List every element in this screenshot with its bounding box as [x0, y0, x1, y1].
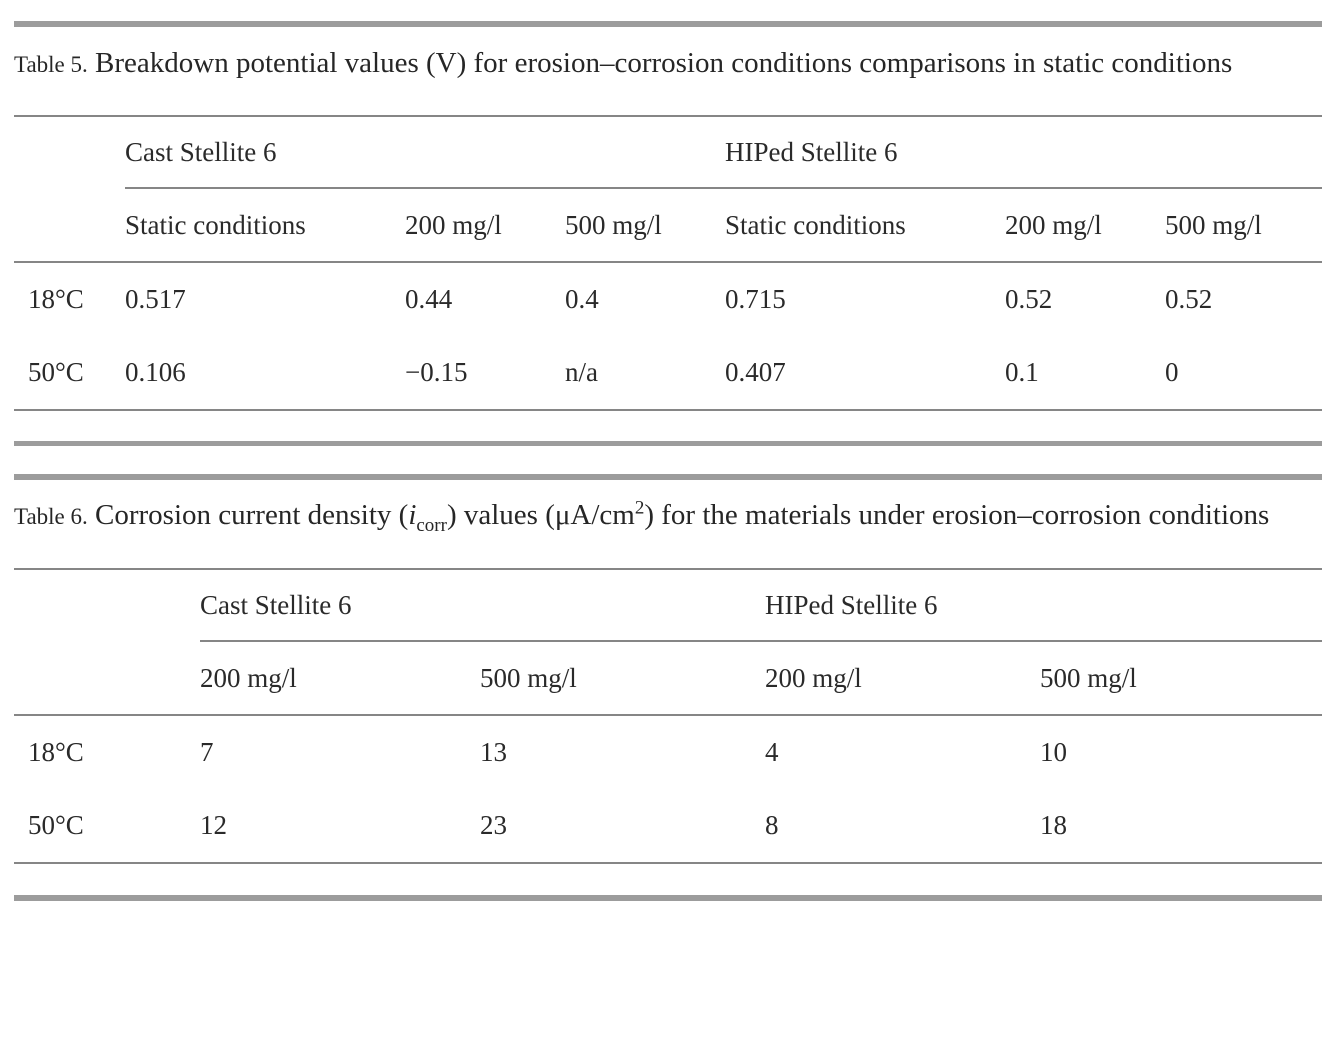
- row-label: 18°C: [28, 284, 84, 314]
- cell: 0.517: [125, 284, 186, 314]
- cell: 23: [480, 810, 507, 840]
- table6-caption: Table 6. Corrosion current density (icor…: [14, 490, 1322, 542]
- cell: 0: [1165, 357, 1179, 387]
- table5-col-header: 500 mg/l: [565, 188, 725, 263]
- cell: n/a: [565, 357, 598, 387]
- table6-group-header-hiped: HIPed Stellite 6: [765, 569, 1323, 642]
- table5-column-header-row: Static conditions 200 mg/l 500 mg/l Stat…: [14, 188, 1323, 263]
- empty-cell: [14, 116, 125, 188]
- table6-col-header: 200 mg/l: [200, 641, 480, 716]
- table6-caption-text: Corrosion current density (icorr) values…: [95, 497, 1270, 536]
- table6-col-header: 500 mg/l: [1040, 641, 1323, 716]
- table5-group-header-cast: Cast Stellite 6: [125, 116, 725, 189]
- cell: 13: [480, 737, 507, 767]
- table6: Cast Stellite 6 HIPed Stellite 6 200 mg/…: [14, 568, 1323, 864]
- table5-caption: Table 5. Breakdown potential values (V) …: [14, 38, 1322, 90]
- cell: 4: [765, 737, 779, 767]
- cell: 0.407: [725, 357, 786, 387]
- table5-col-header: 200 mg/l: [405, 188, 565, 263]
- table5-group-header-row: Cast Stellite 6 HIPed Stellite 6: [14, 116, 1323, 189]
- cell: 10: [1040, 737, 1067, 767]
- row-label: 50°C: [28, 810, 84, 840]
- table6-caption-label: Table 6.: [14, 504, 88, 529]
- cell: 8: [765, 810, 779, 840]
- table6-row-18c: 18°C 7 13 4 10: [14, 715, 1322, 789]
- cell: 7: [200, 737, 214, 767]
- icorr-subscript: corr: [416, 514, 447, 536]
- cell: −0.15: [405, 357, 468, 387]
- table5-caption-text: Breakdown potential values (V) for erosi…: [95, 47, 1233, 79]
- cell: 0.106: [125, 357, 186, 387]
- cell: 0.4: [565, 284, 599, 314]
- table6-column-header-row: 200 mg/l 500 mg/l 200 mg/l 500 mg/l: [14, 641, 1323, 716]
- table6-group-header-row: Cast Stellite 6 HIPed Stellite 6: [14, 569, 1323, 642]
- table5-row-50c: 50°C 0.106 −0.15 n/a 0.407 0.1 0: [14, 336, 1322, 410]
- table6-group-header-cast: Cast Stellite 6: [200, 569, 765, 642]
- cell: 0.715: [725, 284, 786, 314]
- table6-row-50c: 50°C 12 23 8 18: [14, 789, 1322, 863]
- empty-cell: [14, 641, 200, 716]
- cell: 0.52: [1165, 284, 1213, 314]
- row-label: 18°C: [28, 737, 84, 767]
- table5-col-header: Static conditions: [125, 188, 405, 263]
- empty-cell: [14, 569, 200, 641]
- cell: 0.44: [405, 284, 453, 314]
- table5-col-header: 200 mg/l: [1005, 188, 1165, 263]
- cm-superscript: 2: [634, 497, 645, 519]
- table5-caption-label: Table 5.: [14, 52, 88, 77]
- row-label: 50°C: [28, 357, 84, 387]
- table5-group-header-hiped: HIPed Stellite 6: [725, 116, 1323, 189]
- table6-col-header: 500 mg/l: [480, 641, 765, 716]
- table5: Cast Stellite 6 HIPed Stellite 6 Static …: [14, 115, 1323, 411]
- cell: 0.52: [1005, 284, 1053, 314]
- cell: 12: [200, 810, 227, 840]
- table5-top-bar: [14, 21, 1322, 27]
- table5-col-header: 500 mg/l: [1165, 188, 1323, 263]
- table5-row-18c: 18°C 0.517 0.44 0.4 0.715 0.52 0.52: [14, 262, 1322, 336]
- icorr-variable: i: [408, 499, 417, 531]
- table6-bottom-bar: [14, 895, 1322, 901]
- table5-bottom-bar: [14, 441, 1322, 446]
- cell: 0.1: [1005, 357, 1039, 387]
- cell: 18: [1040, 810, 1067, 840]
- table6-top-bar: [14, 474, 1322, 480]
- table6-col-header: 200 mg/l: [765, 641, 1040, 716]
- empty-cell: [14, 188, 125, 263]
- page: Table 5. Breakdown potential values (V) …: [0, 21, 1336, 901]
- table5-col-header: Static conditions: [725, 188, 1005, 263]
